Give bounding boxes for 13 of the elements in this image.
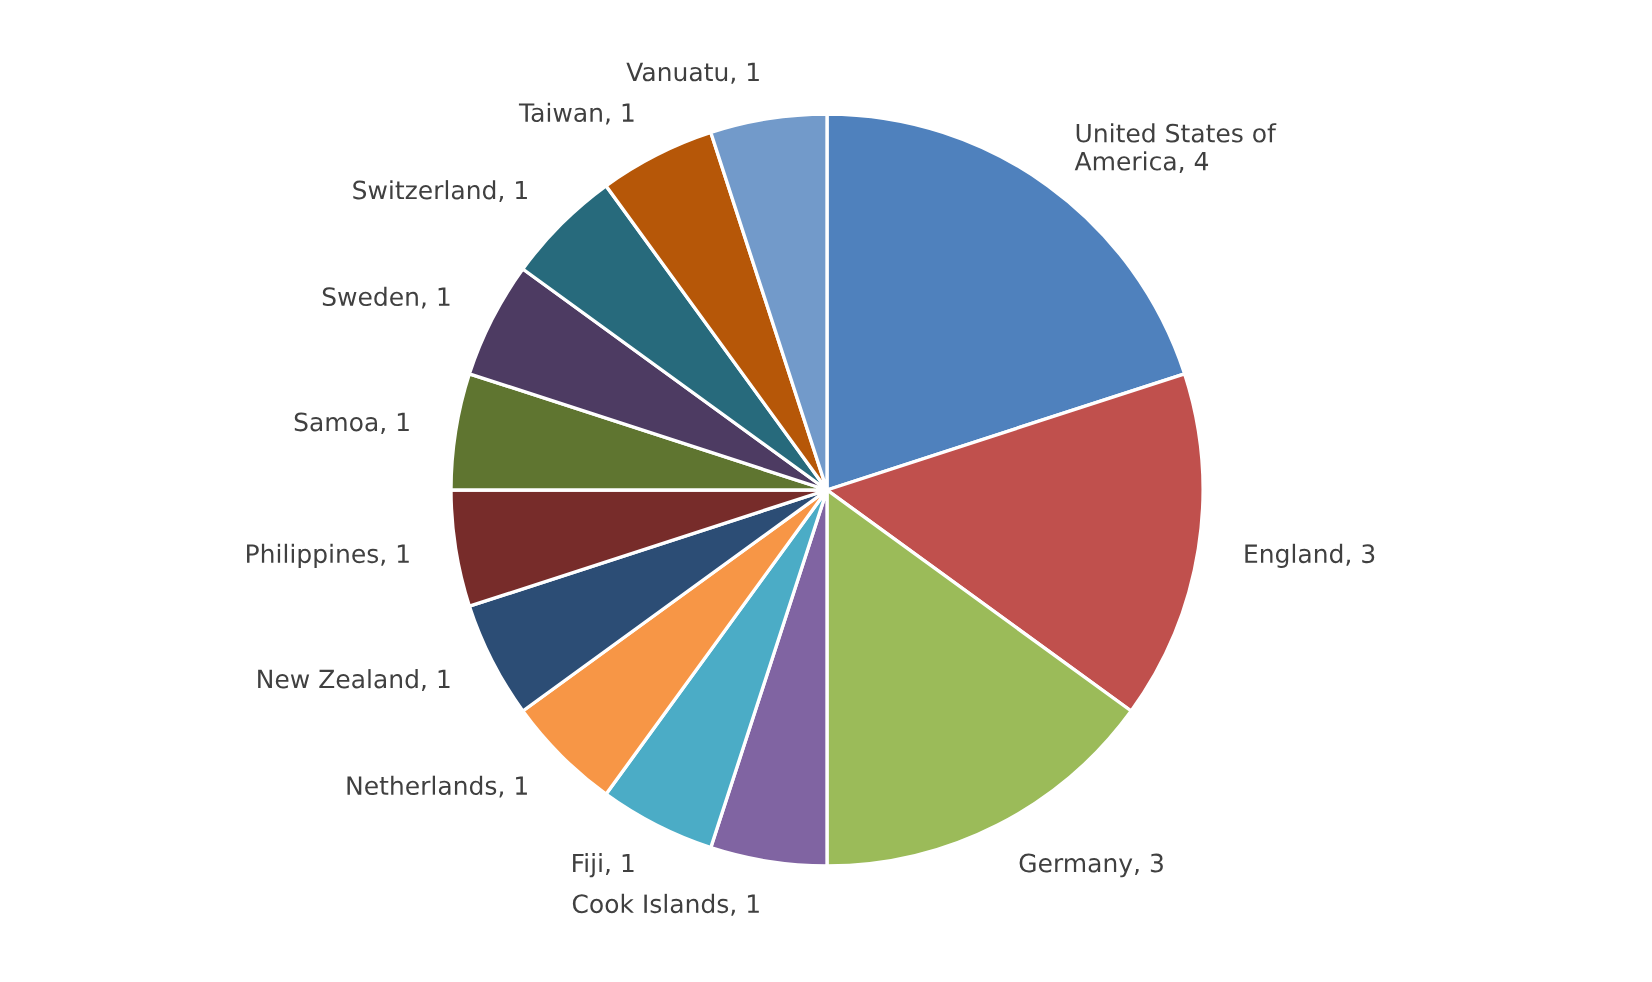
slice-label: United States of America, 4	[1074, 123, 1277, 174]
slice-label: Switzerland, 1	[353, 180, 527, 203]
slice-label: Sweden, 1	[322, 286, 450, 309]
slice-label: Netherlands, 1	[347, 775, 527, 798]
slice-label: Vanuatu, 1	[626, 62, 759, 84]
slice-label: New Zealand, 1	[258, 669, 450, 691]
slice-label: Philippines, 1	[247, 543, 409, 568]
slice-label: Taiwan, 1	[518, 102, 634, 125]
slice-label: Fiji, 1	[573, 853, 634, 878]
slice-label: Germany, 3	[1019, 853, 1163, 878]
slice-label: England, 3	[1245, 543, 1375, 568]
slice-label: Cook Islands, 1	[572, 893, 759, 916]
slice-label: Samoa, 1	[294, 412, 409, 434]
